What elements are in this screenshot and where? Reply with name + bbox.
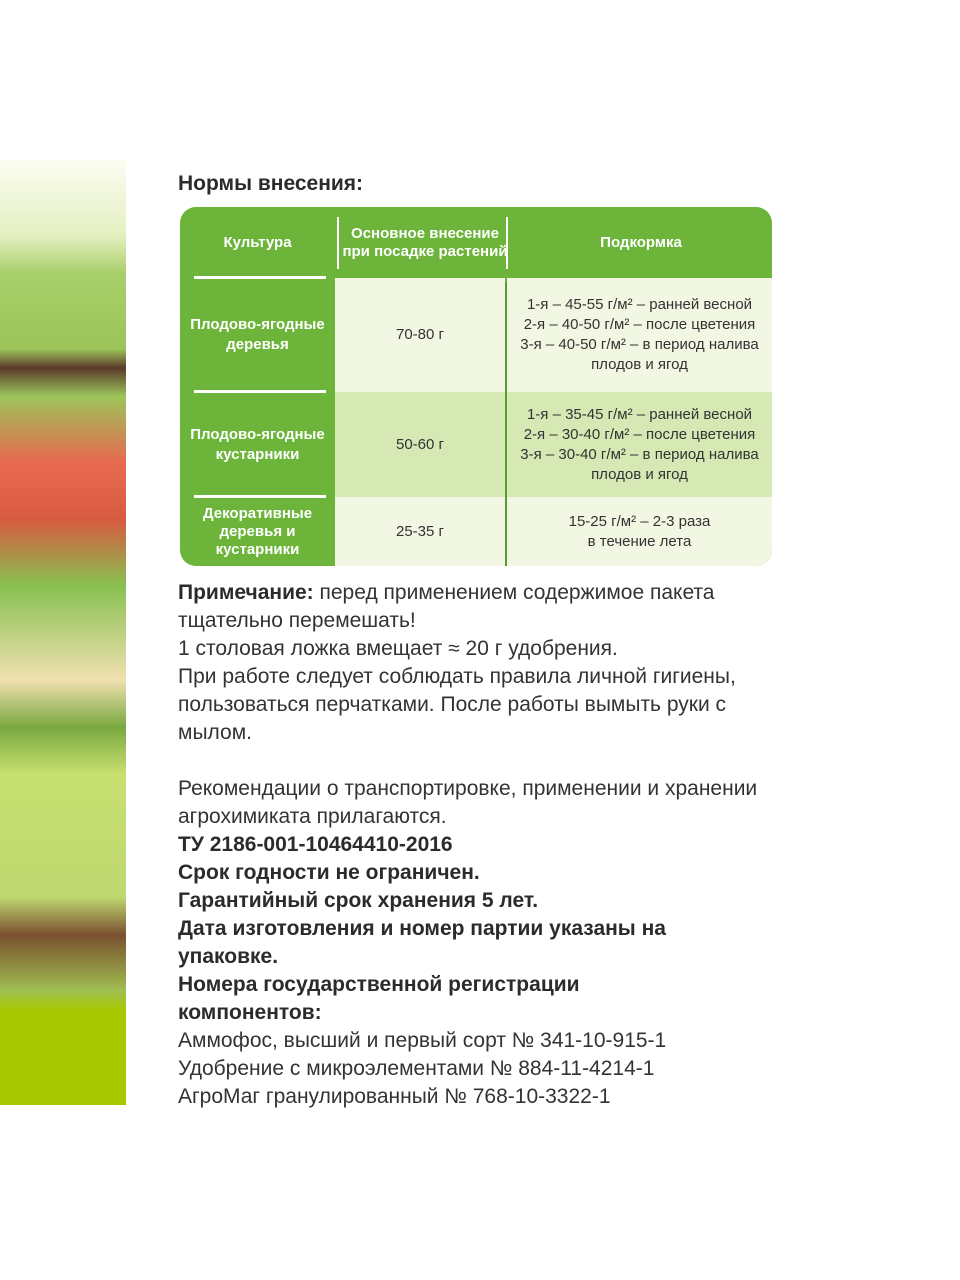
feeding-line: 2-я – 40-50 г/м² – после цветения (523, 316, 756, 333)
shelf-life: Срок годности не ограничен. (178, 861, 480, 884)
culture-cell: Плодово-ягодные деревья (190, 316, 325, 353)
divider (194, 495, 326, 498)
fruit-photo-strip (0, 160, 126, 1105)
header-feeding: Подкормка (600, 233, 682, 251)
feeding-line: 2-я – 30-40 г/м² – после цветения (523, 425, 756, 443)
page-title: Нормы внесения: (178, 172, 364, 195)
application-rates-table: Культура Основное внесение при посадке р… (180, 207, 772, 566)
divider (194, 276, 326, 279)
manufacture-date: Дата изготовления и номер партии указаны… (178, 917, 666, 968)
feeding-line: 1-я – 45-55 г/м² – ранней весной (526, 296, 753, 313)
warranty: Гарантийный срок хранения 5 лет. (178, 889, 539, 912)
header-base: Основное внесение при посадке растений (342, 224, 508, 260)
note: Примечание: перед применением содержимое… (178, 579, 778, 635)
hygiene-note: При работе следует соблюдать правила лич… (178, 665, 736, 744)
spoon-note: 1 столовая ложка вмещает ≈ 20 г удобрени… (178, 637, 618, 660)
divider (506, 217, 508, 269)
feeding-line: 3-я – 30-40 г/м² – в период налива (520, 445, 759, 463)
divider (194, 390, 326, 393)
feeding-line: 1-я – 35-45 г/м² – ранней весной (526, 405, 753, 423)
feeding-line: плодов и ягод (591, 465, 688, 483)
culture-cell: Плодово-ягодные кустарники (190, 425, 325, 463)
registration-title: Номера государственной регистрации компо… (178, 973, 580, 1024)
feeding-cell: 1-я – 35-45 г/м² – ранней весной 2-я – 3… (507, 392, 772, 497)
note-label: Примечание: (178, 581, 314, 604)
feeding-cell: 15-25 г/м² – 2-3 раза в течение лета (507, 497, 772, 566)
base-cell: 25-35 г (335, 497, 505, 566)
feeding-line: плодов и ягод (591, 356, 688, 373)
note-text: перед применением содержимое пакета тщат… (178, 581, 715, 632)
registration-item: Аммофос, высший и первый сорт № 341-10-9… (178, 1029, 667, 1052)
recommendations: Рекомендации о транспортировке, применен… (178, 777, 758, 828)
feeding-cell: 1-я – 45-55 г/м² – ранней весной 2-я – 4… (507, 278, 772, 392)
divider (505, 282, 507, 566)
instructions-text: Примечание: перед применением содержимое… (178, 579, 778, 1111)
divider (337, 217, 339, 269)
tu-code: ТУ 2186-001-10464410-2016 (178, 833, 453, 856)
registration-item: АгроМаг гранулированный № 768-10-3322-1 (178, 1085, 611, 1108)
feeding-line: 15-25 г/м² – 2-3 раза (568, 512, 711, 530)
culture-cell: Декоративные деревья и кустарники (202, 504, 313, 558)
base-cell: 70-80 г (335, 278, 505, 392)
registration-item: Удобрение с микроэлементами № 884-11-421… (178, 1057, 655, 1080)
base-cell: 50-60 г (335, 392, 505, 497)
feeding-line: 3-я – 40-50 г/м² – в период налива (520, 336, 759, 353)
header-culture: Культура (223, 233, 292, 251)
feeding-line: в течение лета (587, 532, 692, 550)
